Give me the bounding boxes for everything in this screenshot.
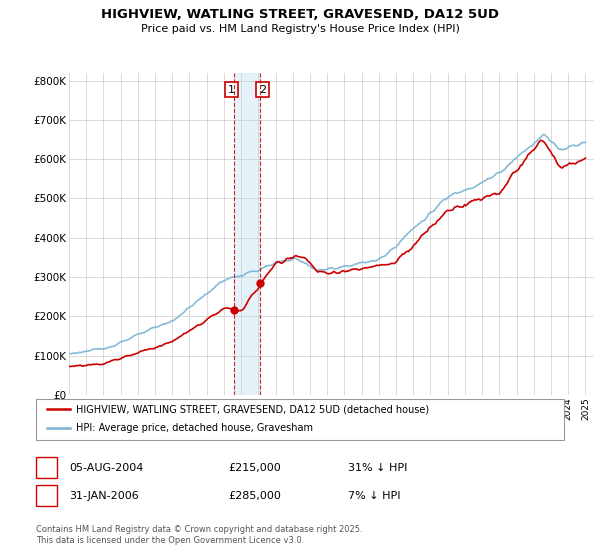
Text: 2: 2	[43, 491, 50, 501]
Text: HPI: Average price, detached house, Gravesham: HPI: Average price, detached house, Grav…	[76, 423, 313, 433]
Text: Contains HM Land Registry data © Crown copyright and database right 2025.
This d: Contains HM Land Registry data © Crown c…	[36, 525, 362, 545]
Text: £215,000: £215,000	[228, 463, 281, 473]
Text: Price paid vs. HM Land Registry's House Price Index (HPI): Price paid vs. HM Land Registry's House …	[140, 24, 460, 34]
Text: 1: 1	[43, 463, 50, 473]
Bar	[234, 73, 260, 395]
FancyBboxPatch shape	[36, 399, 564, 440]
Text: 05-AUG-2004: 05-AUG-2004	[69, 463, 143, 473]
Text: 2: 2	[259, 85, 266, 95]
Text: 1: 1	[228, 85, 235, 95]
Text: 31-JAN-2006: 31-JAN-2006	[69, 491, 139, 501]
Text: 7% ↓ HPI: 7% ↓ HPI	[348, 491, 401, 501]
Text: 31% ↓ HPI: 31% ↓ HPI	[348, 463, 407, 473]
Text: HIGHVIEW, WATLING STREET, GRAVESEND, DA12 5UD (detached house): HIGHVIEW, WATLING STREET, GRAVESEND, DA1…	[76, 404, 429, 414]
Text: £285,000: £285,000	[228, 491, 281, 501]
Text: HIGHVIEW, WATLING STREET, GRAVESEND, DA12 5UD: HIGHVIEW, WATLING STREET, GRAVESEND, DA1…	[101, 8, 499, 21]
